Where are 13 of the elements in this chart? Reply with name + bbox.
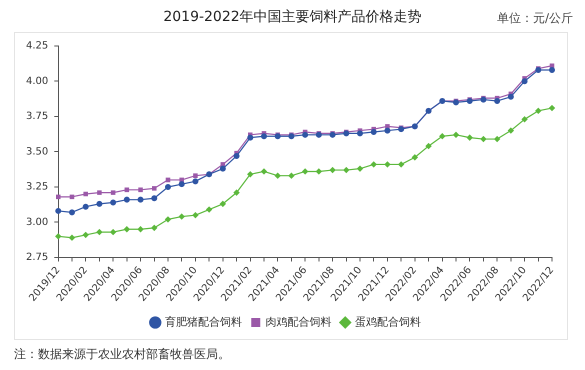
y-tick-label: 2.75 [26, 252, 48, 264]
legend-label: 肉鸡配合饲料 [265, 315, 332, 328]
y-tick-label: 3.75 [26, 111, 48, 122]
y-axis-title: 单位：元/公斤 [496, 10, 573, 27]
y-tick-label: 4.00 [26, 76, 48, 87]
legend-label: 蛋鸡配合饲料 [354, 315, 421, 328]
y-tick-label: 3.50 [26, 146, 48, 158]
legend-label: 育肥猪配合饲料 [164, 315, 242, 328]
text: 注：数据来源于农业农村部畜牧兽医局。 [14, 346, 230, 363]
chart-title: 2019-2022年中国主要饲料产品价格走势 [163, 9, 422, 25]
y-tick-label: 4.25 [26, 40, 48, 52]
y-tick-label: 3.00 [26, 216, 48, 228]
y-tick-label: 3.25 [26, 182, 48, 193]
